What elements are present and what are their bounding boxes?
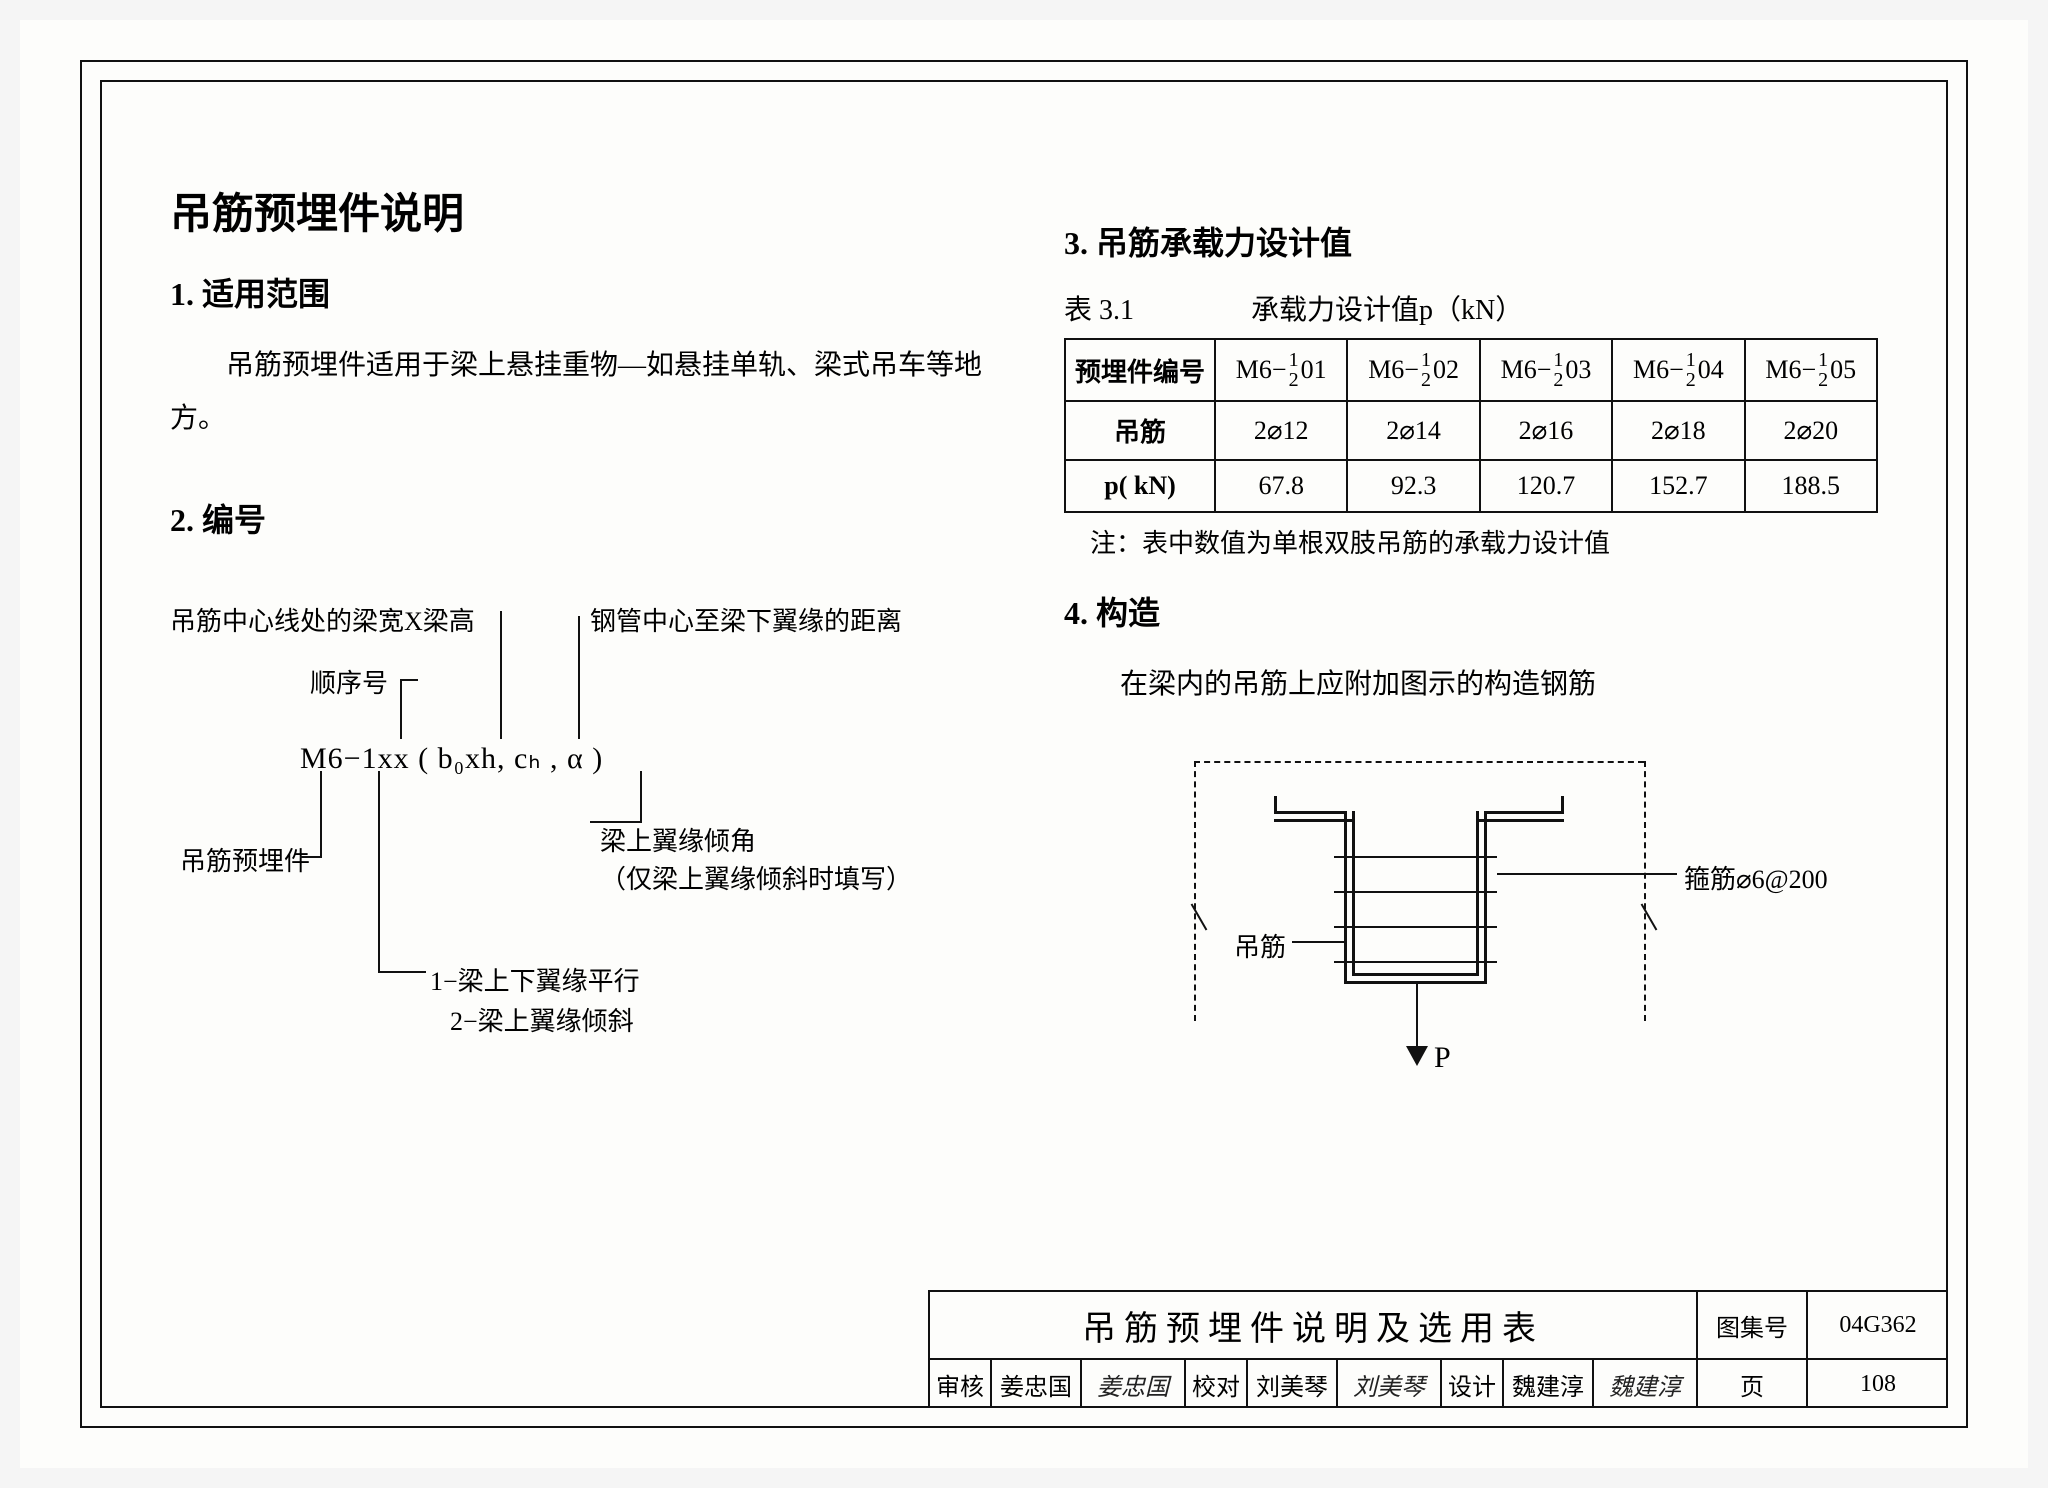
arrow-down-icon (1406, 1046, 1428, 1066)
section-4-title: 4. 构造 (1064, 588, 1878, 634)
table-cell: M6−1202 (1347, 339, 1479, 401)
drawing-title: 吊筋预埋件说明及选用表 (930, 1292, 1698, 1358)
diag-line (500, 611, 502, 739)
set-no-value: 04G362 (1808, 1292, 1948, 1358)
table-cell: 67.8 (1215, 460, 1347, 512)
role-name: 姜忠国 (992, 1360, 1082, 1408)
table-cell: 152.7 (1612, 460, 1744, 512)
set-no-label: 图集号 (1698, 1292, 1808, 1358)
page-label: 页 (1698, 1360, 1808, 1408)
page-number: 108 (1808, 1360, 1948, 1408)
table-cell: 2⌀14 (1347, 401, 1479, 460)
diag-label-order: 顺序号 (310, 663, 388, 700)
diag-label-beam-dim: 吊筋中心线处的梁宽X梁高 (170, 601, 475, 638)
signature: 魏建淳 (1594, 1360, 1698, 1408)
main-title: 吊筋预埋件说明 (170, 180, 984, 241)
table-cell: 2⌀18 (1612, 401, 1744, 460)
diag-label-angle1: 梁上翼缘倾角 (600, 821, 756, 858)
diag-line (320, 771, 322, 856)
left-column: 吊筋预埋件说明 1. 适用范围 吊筋预埋件适用于梁上悬挂重物—如悬挂单轨、梁式吊… (170, 140, 984, 1288)
role-label: 设计 (1442, 1360, 1504, 1408)
table-header: 吊筋 (1065, 401, 1215, 460)
numbering-diagram: 吊筋中心线处的梁宽X梁高 顺序号 钢管中心至梁下翼缘的距离 M6−1xx ( b… (170, 571, 984, 1071)
table-cell: M6−1203 (1480, 339, 1612, 401)
page: 吊筋预埋件说明 1. 适用范围 吊筋预埋件适用于梁上悬挂重物—如悬挂单轨、梁式吊… (20, 20, 2028, 1468)
diag-label-incline: 2−梁上翼缘倾斜 (450, 1001, 634, 1038)
right-column: 3. 吊筋承载力设计值 表 3.1 承载力设计值p（kN） 预埋件编号 M6−1… (1064, 140, 1878, 1288)
table-cell: M6−1205 (1745, 339, 1877, 401)
section-1-title: 1. 适用范围 (170, 269, 984, 315)
table-caption: 表 3.1 承载力设计值p（kN） (1064, 288, 1878, 328)
table-caption-text: 承载力设计值p（kN） (1251, 295, 1523, 326)
table-cell: 92.3 (1347, 460, 1479, 512)
role-name: 魏建淳 (1504, 1360, 1594, 1408)
section-4-text: 在梁内的吊筋上应附加图示的构造钢筋 (1064, 658, 1878, 711)
title-block: 吊筋预埋件说明及选用表 图集号 04G362 审核 姜忠国 姜忠国 校对 刘美琴… (928, 1290, 1948, 1408)
table-note: 注：表中数值为单根双肢吊筋的承载力设计值 (1064, 523, 1878, 560)
title-block-row-1: 吊筋预埋件说明及选用表 图集号 04G362 (930, 1292, 1948, 1360)
signature: 姜忠国 (1082, 1360, 1186, 1408)
role-label: 审核 (930, 1360, 992, 1408)
signature: 刘美琴 (1338, 1360, 1442, 1408)
sketch-label-stirrup: 箍筋⌀6@200 (1684, 859, 1828, 896)
diag-line (640, 771, 642, 821)
section-1-text: 吊筋预埋件适用于梁上悬挂重物—如悬挂单轨、梁式吊车等地方。 (170, 339, 984, 445)
table-cell: 188.5 (1745, 460, 1877, 512)
table-row: 预埋件编号 M6−1201 M6−1202 M6−1203 M6−1204 M6… (1065, 339, 1877, 401)
diag-label-distance: 钢管中心至梁下翼缘的距离 (590, 601, 902, 638)
table-number: 表 3.1 (1064, 288, 1244, 328)
diag-label-parallel: 1−梁上下翼缘平行 (430, 961, 640, 998)
table-cell: M6−1201 (1215, 339, 1347, 401)
role-label: 校对 (1186, 1360, 1248, 1408)
table-header: 预埋件编号 (1065, 339, 1215, 401)
diag-label-angle2: （仅梁上翼缘倾斜时填写） (600, 859, 912, 896)
content-area: 吊筋预埋件说明 1. 适用范围 吊筋预埋件适用于梁上悬挂重物—如悬挂单轨、梁式吊… (170, 140, 1878, 1288)
table-cell: 2⌀12 (1215, 401, 1347, 460)
sketch-label-hanger: 吊筋 (1234, 927, 1286, 964)
sketch-label-p: P (1434, 1041, 1451, 1075)
construction-sketch: 箍筋⌀6@200 吊筋 P (1184, 741, 1878, 1101)
table-cell: 2⌀20 (1745, 401, 1877, 460)
diag-line (378, 771, 380, 971)
role-name: 刘美琴 (1248, 1360, 1338, 1408)
table-row: p( kN) 67.8 92.3 120.7 152.7 188.5 (1065, 460, 1877, 512)
table-cell: M6−1204 (1612, 339, 1744, 401)
diag-formula: M6−1xx ( b₀xh, cₕ , α ) (300, 741, 603, 776)
diag-line (300, 856, 322, 858)
diag-line (400, 679, 418, 681)
table-cell: 2⌀16 (1480, 401, 1612, 460)
section-3-title: 3. 吊筋承载力设计值 (1064, 218, 1878, 264)
design-value-table: 预埋件编号 M6−1201 M6−1202 M6−1203 M6−1204 M6… (1064, 338, 1878, 513)
diag-line (578, 616, 580, 739)
diag-line (400, 681, 402, 739)
table-row: 吊筋 2⌀12 2⌀14 2⌀16 2⌀18 2⌀20 (1065, 401, 1877, 460)
title-block-row-2: 审核 姜忠国 姜忠国 校对 刘美琴 刘美琴 设计 魏建淳 魏建淳 页 108 (930, 1360, 1948, 1408)
diag-line (378, 971, 426, 973)
table-cell: 120.7 (1480, 460, 1612, 512)
diag-line (590, 821, 642, 823)
table-header: p( kN) (1065, 460, 1215, 512)
section-2-title: 2. 编号 (170, 495, 984, 541)
diag-label-embed: 吊筋预埋件 (180, 841, 310, 878)
